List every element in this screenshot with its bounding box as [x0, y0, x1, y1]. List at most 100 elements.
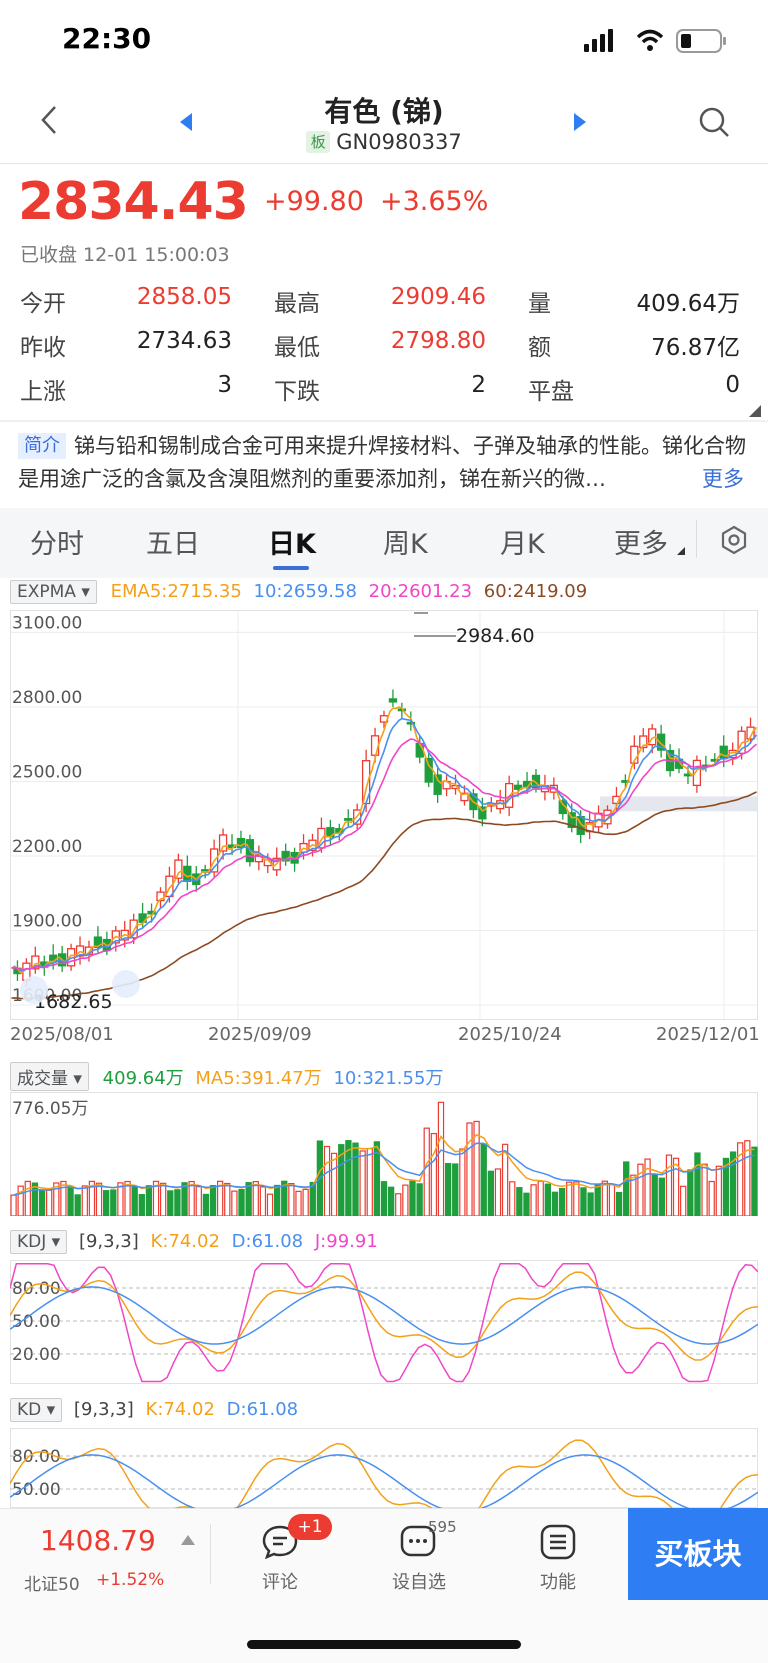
candle-body [639, 735, 648, 749]
candle-body [344, 818, 353, 821]
intro-text: 简介 锑与铅和锡制成合金可用来提升焊接材料、子弹及轴承的性能。锑化合物是用途广泛的… [18, 430, 753, 496]
date-label: 2025/12/01 [656, 1024, 760, 1045]
candle-body [218, 834, 228, 852]
back-icon[interactable] [38, 104, 60, 136]
function-icon[interactable] [538, 1522, 578, 1562]
volume-ma10-line [13, 1142, 755, 1196]
volume-bar [95, 1182, 103, 1216]
tab-intraday[interactable]: 分时 [30, 529, 84, 560]
volume-bar [473, 1120, 480, 1216]
tab-five-day[interactable]: 五日 [146, 529, 200, 560]
ema60-value: 60:2419.09 [483, 581, 588, 602]
stat-label: 最高 [274, 291, 320, 317]
volume-bar [466, 1122, 473, 1216]
volume-bar [715, 1165, 722, 1216]
volume-header: 成交量 ▾ 409.64万 MA5:391.47万 10:321.55万 [10, 1062, 443, 1091]
volume-bar [608, 1183, 616, 1216]
candle-body [31, 955, 40, 970]
indicator-select-kdj[interactable]: KDJ ▾ [10, 1230, 68, 1254]
indicator-select-expma[interactable]: EXPMA ▾ [10, 580, 97, 604]
volume-bar [252, 1180, 259, 1216]
kd-d-value: D:61.08 [226, 1399, 299, 1420]
candle-body [433, 774, 442, 795]
intro-more-link[interactable]: 更多 [696, 463, 744, 493]
stat-value: 76.87亿 [651, 335, 740, 361]
board-code-text: GN0980337 [336, 130, 462, 154]
volume-bar [680, 1185, 687, 1216]
next-arrow-icon[interactable] [572, 112, 588, 132]
level-label: 50.00 [12, 1480, 61, 1500]
volume-bar [658, 1177, 665, 1216]
stat-value: 2 [471, 372, 486, 398]
kd-chart[interactable]: 80.00 50.00 [10, 1428, 758, 1508]
volume-bar [580, 1187, 587, 1216]
market-status: 已收盘 12-01 15:00:03 [20, 244, 230, 266]
volume-bar [687, 1169, 694, 1216]
volume-bar [551, 1191, 559, 1216]
d-line [10, 1286, 758, 1345]
buy-sector-button[interactable]: 买板块 [628, 1508, 768, 1600]
volume-bar [74, 1194, 81, 1216]
expand-corner-icon[interactable] [748, 404, 762, 418]
prev-arrow-icon[interactable] [178, 112, 194, 132]
watchlist-icon[interactable] [398, 1522, 438, 1562]
y-tick-label: 2200.00 [12, 837, 82, 857]
candle-body [567, 812, 576, 828]
stat-label: 昨收 [20, 335, 66, 361]
chart-frame [10, 1428, 758, 1508]
ema5-line [11, 706, 758, 974]
volume-bar [245, 1182, 252, 1216]
volume-bar [537, 1180, 544, 1216]
comment-badge: +1 [288, 1514, 332, 1540]
status-icons [584, 29, 726, 53]
volume-bar [701, 1163, 708, 1216]
volume-bar [480, 1143, 487, 1216]
settings-icon[interactable] [718, 524, 750, 556]
volume-chart[interactable]: 776.05万 [10, 1092, 758, 1216]
search-icon[interactable] [698, 106, 730, 138]
tab-more-corner-icon [677, 547, 685, 555]
volume-bar [110, 1189, 117, 1216]
volume-bar [665, 1154, 673, 1216]
comment-icon[interactable] [260, 1522, 300, 1562]
volume-bar [273, 1184, 281, 1216]
kline-chart[interactable]: 3100.002800.002500.002200.001900.001600.… [10, 610, 758, 1020]
volume-bar [323, 1145, 331, 1216]
divider [0, 163, 768, 164]
volume-bar [651, 1173, 658, 1216]
volume-bar [744, 1140, 751, 1216]
index-value[interactable]: 1408.79 [40, 1524, 156, 1557]
volume-bar [509, 1181, 516, 1216]
indicator-select-kd[interactable]: KD ▾ [10, 1398, 63, 1422]
price-change-pct: +3.65% [380, 186, 489, 217]
tab-daily-k[interactable]: 日K [268, 529, 316, 560]
ema20-value: 20:2601.23 [368, 581, 473, 602]
tab-more[interactable]: 更多 [614, 529, 668, 560]
volume-bar [416, 1183, 423, 1216]
volume-bar [138, 1194, 145, 1216]
volume-bar [402, 1184, 409, 1216]
indicator-name: KDJ [17, 1232, 47, 1252]
function-label[interactable]: 功能 [540, 1572, 576, 1593]
stat-value: 3 [217, 372, 232, 398]
volume-bar [24, 1180, 31, 1216]
candle-body [460, 792, 469, 802]
tab-weekly-k[interactable]: 周K [383, 529, 428, 560]
comment-label[interactable]: 评论 [262, 1572, 298, 1593]
ema60-line [11, 791, 757, 1000]
volume-bar [295, 1190, 302, 1216]
stat-value: 2734.63 [136, 328, 232, 354]
tab-monthly-k[interactable]: 月K [500, 529, 545, 560]
indicator-select-volume[interactable]: 成交量 ▾ [10, 1062, 89, 1091]
ema10-line [11, 717, 758, 972]
divider [696, 520, 697, 558]
signal-icon [584, 29, 613, 52]
candle-body [621, 780, 630, 783]
volume-bar [145, 1185, 153, 1216]
volume-bar [644, 1158, 651, 1216]
watchlist-label[interactable]: 设自选 [392, 1572, 446, 1593]
volume-bar [259, 1186, 267, 1216]
kdj-chart[interactable]: 80.00 50.00 20.00 [10, 1260, 758, 1384]
volume-bar [751, 1146, 758, 1216]
volume-bar [694, 1152, 701, 1216]
